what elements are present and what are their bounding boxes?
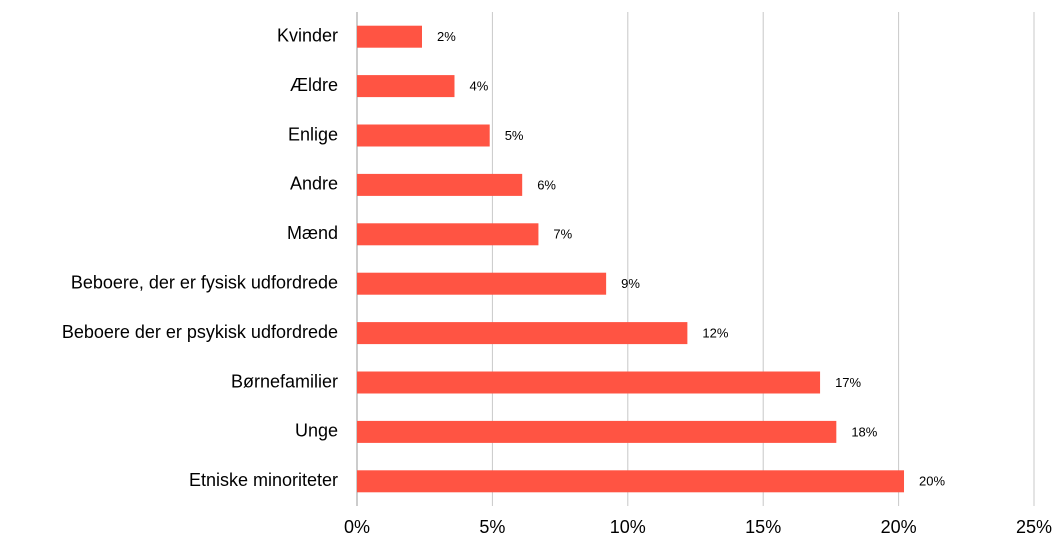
y-tick-label: Børnefamilier xyxy=(231,371,338,391)
bar xyxy=(357,371,821,394)
bar xyxy=(357,470,905,493)
y-tick-label: Unge xyxy=(295,421,338,441)
value-label: 4% xyxy=(469,79,488,94)
value-label: 2% xyxy=(437,29,456,44)
value-label: 7% xyxy=(553,227,572,242)
value-label: 5% xyxy=(505,128,524,143)
y-tick-label: Kvinder xyxy=(277,25,338,45)
x-tick-label: 5% xyxy=(479,517,505,537)
bar xyxy=(357,322,688,345)
bar xyxy=(357,124,490,147)
y-tick-label: Beboere der er psykisk udfordrede xyxy=(62,322,338,342)
value-label: 17% xyxy=(835,375,861,390)
bar xyxy=(357,25,422,48)
x-tick-label: 25% xyxy=(1016,517,1052,537)
value-label: 12% xyxy=(702,326,728,341)
value-label: 18% xyxy=(851,424,877,439)
y-tick-label: Etniske minoriteter xyxy=(189,470,338,490)
value-label: 20% xyxy=(919,474,945,489)
bar xyxy=(357,272,607,295)
bar xyxy=(357,173,523,196)
y-tick-label: Beboere, der er fysisk udfordrede xyxy=(71,272,338,292)
bar xyxy=(357,420,837,443)
x-tick-label: 0% xyxy=(344,517,370,537)
y-tick-label: Andre xyxy=(290,174,338,194)
x-tick-label: 15% xyxy=(745,517,781,537)
bar xyxy=(357,75,455,98)
y-tick-label: Mænd xyxy=(287,223,338,243)
y-tick-label: Enlige xyxy=(288,124,338,144)
value-label: 9% xyxy=(621,276,640,291)
x-tick-label: 20% xyxy=(881,517,917,537)
y-tick-label: Ældre xyxy=(290,75,338,95)
bar xyxy=(357,223,539,246)
value-label: 6% xyxy=(537,177,556,192)
x-tick-label: 10% xyxy=(610,517,646,537)
